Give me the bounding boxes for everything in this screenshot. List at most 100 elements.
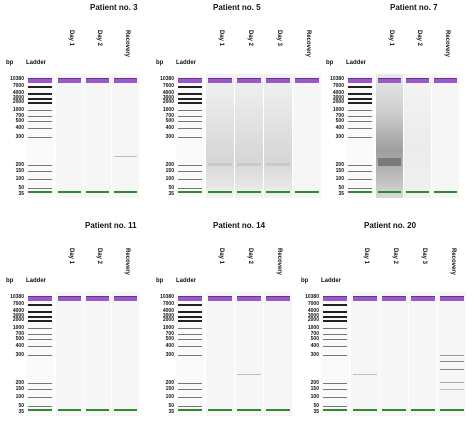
lane-header: Recovery — [276, 248, 282, 276]
lane-header: Recovery — [123, 30, 130, 58]
upper-marker-band — [382, 296, 406, 301]
ladder-band — [28, 355, 52, 356]
size-tick-label: 3000 — [307, 313, 319, 319]
size-tick-label: 100 — [15, 394, 24, 400]
upper-marker-band — [114, 296, 137, 301]
size-tick-label: 700 — [15, 113, 24, 119]
size-tick-label: 7000 — [12, 83, 24, 89]
sample-lane — [56, 292, 83, 416]
ladder-band — [28, 188, 52, 189]
sample-lane — [206, 74, 234, 198]
ladder-band — [348, 179, 372, 180]
ladder-band — [323, 320, 347, 322]
lower-marker-band — [353, 409, 377, 411]
ladder-band — [348, 93, 372, 95]
ladder-band — [178, 98, 202, 100]
size-tick-label: 4000 — [307, 308, 319, 314]
sample-band — [266, 163, 290, 166]
ladder-band — [348, 86, 372, 88]
lower-marker-band — [28, 191, 52, 193]
lane-header: Recovery — [123, 248, 130, 276]
upper-marker-band — [58, 78, 81, 83]
sample-lane — [264, 74, 292, 198]
ladder-band — [178, 328, 202, 329]
ladder-band — [178, 339, 202, 340]
ladder-band — [28, 93, 52, 95]
size-tick-label: 10380 — [10, 294, 24, 300]
size-tick-label: 100 — [335, 176, 344, 182]
size-tick-label: 150 — [310, 386, 319, 392]
sample-lane — [56, 74, 83, 198]
lower-marker-band — [208, 191, 232, 193]
ladder-lane — [321, 292, 349, 416]
size-tick-label: 2000 — [162, 317, 174, 323]
size-tick-label: 4000 — [162, 308, 174, 314]
ladder-label: Ladder — [176, 278, 197, 284]
size-tick-label: 35 — [168, 191, 174, 197]
sample-lane — [404, 74, 431, 198]
size-tick-label: 500 — [15, 336, 24, 342]
sample-band — [440, 361, 464, 362]
lower-marker-band — [237, 191, 261, 193]
upper-marker-band — [86, 296, 109, 301]
upper-marker-band — [440, 296, 464, 301]
size-tick-label: 400 — [15, 125, 24, 131]
ladder-band — [28, 137, 52, 138]
ladder-band — [348, 165, 372, 166]
panel-title: Patient no. 3 — [90, 3, 138, 12]
size-tick-label: 1000 — [332, 107, 344, 113]
ladder-label: Ladder — [26, 60, 47, 66]
size-tick-label: 35 — [338, 191, 344, 197]
ladder-band — [28, 128, 52, 129]
ladder-band — [28, 389, 52, 390]
ladder-band — [348, 137, 372, 138]
size-tick-label: 100 — [165, 176, 174, 182]
lane-header: Day 3 — [276, 30, 282, 47]
upper-marker-band — [237, 78, 261, 83]
ladder-band — [178, 397, 202, 398]
ladder-band — [178, 93, 202, 95]
ladder-band — [28, 98, 52, 100]
lower-marker-band — [440, 409, 464, 411]
size-tick-label: 300 — [165, 352, 174, 358]
ladder-label: Ladder — [26, 278, 47, 284]
gel-panel: Patient no. 11 bp Ladder 10380 7000 4000 3000 2… — [2, 218, 172, 428]
size-tick-label: 700 — [15, 331, 24, 337]
size-tick-label: 35 — [18, 409, 24, 415]
ladder-band — [323, 406, 347, 407]
size-tick-label: 7000 — [332, 83, 344, 89]
ladder-band — [28, 86, 52, 88]
lower-marker-band — [266, 409, 290, 411]
sample-lane — [293, 74, 321, 198]
ladder-band — [348, 188, 372, 189]
size-tick-label: 10380 — [160, 294, 174, 300]
ladder-band — [323, 389, 347, 390]
lower-marker-band — [58, 409, 81, 411]
lower-marker-band — [114, 191, 137, 193]
upper-marker-band — [266, 78, 290, 83]
sample-lane — [351, 292, 379, 416]
sample-band — [440, 355, 464, 356]
size-tick-label: 2000 — [162, 99, 174, 105]
size-tick-label: 700 — [310, 331, 319, 337]
ladder-band — [28, 334, 52, 335]
upper-marker-band — [28, 78, 52, 83]
ladder-band — [348, 171, 372, 172]
size-tick-label: 7000 — [162, 301, 174, 307]
ladder-band — [178, 355, 202, 356]
ladder-label: Ladder — [321, 278, 342, 284]
upper-marker-band — [411, 296, 435, 301]
ladder-label: Ladder — [176, 60, 197, 66]
size-tick-label: 100 — [310, 394, 319, 400]
ladder-band — [178, 110, 202, 111]
size-tick-label: 3000 — [12, 95, 24, 101]
size-tick-label: 35 — [168, 409, 174, 415]
size-tick-label: 300 — [15, 352, 24, 358]
lower-marker-band — [378, 191, 401, 193]
ladder-band — [178, 137, 202, 138]
upper-marker-band — [237, 296, 261, 301]
ladder-band — [178, 171, 202, 172]
lower-marker-band — [237, 409, 261, 411]
size-tick-label: 200 — [15, 380, 24, 386]
lane-header: Day 2 — [95, 248, 102, 265]
